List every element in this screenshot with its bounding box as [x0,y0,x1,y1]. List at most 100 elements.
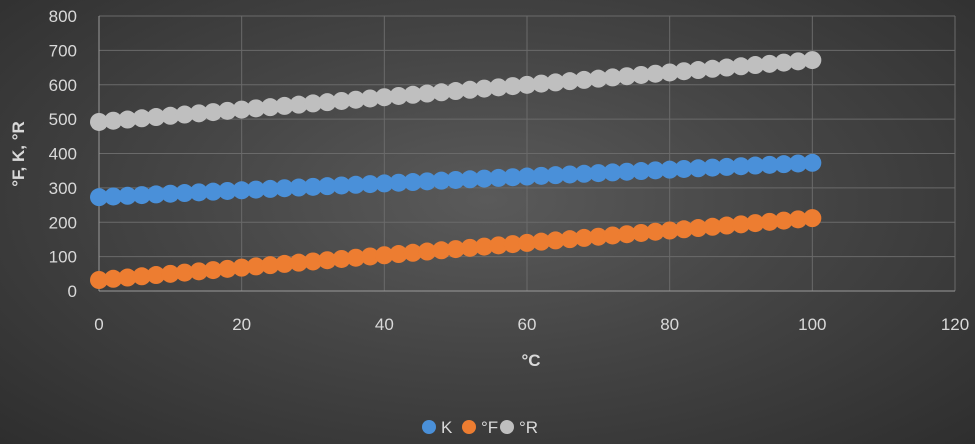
data-point [703,158,722,177]
data-point [218,101,237,120]
legend-marker [462,420,476,434]
data-point [717,58,736,77]
data-point [189,183,208,202]
y-tick-label: 100 [49,248,77,267]
data-point [660,160,679,179]
y-tick-label: 200 [49,213,77,232]
data-point [746,156,765,175]
data-point [446,170,465,189]
y-tick-label: 300 [49,179,77,198]
data-point [632,65,651,84]
data-point [689,219,708,238]
x-tick-label: 80 [660,315,679,334]
data-point [660,221,679,240]
data-point [703,217,722,236]
data-point [518,167,536,186]
y-axis-title: °F, K, °R [9,121,28,187]
data-point [646,222,665,241]
data-point [532,74,551,93]
data-point [375,246,394,265]
data-point [732,215,750,234]
series-°F [90,209,822,289]
data-point [161,184,180,203]
data-point [532,232,551,251]
data-point [346,175,365,194]
data-point [275,254,294,273]
data-point [118,110,137,129]
y-tick-label: 600 [49,76,77,95]
data-point [432,241,451,260]
x-tick-label: 60 [518,315,537,334]
data-point [660,63,679,82]
data-point [603,68,622,87]
data-point [418,84,437,103]
data-point [789,210,808,229]
data-point [218,181,237,200]
data-point [246,180,265,199]
data-point [575,70,594,89]
data-point [104,111,123,130]
data-point [489,236,508,255]
data-point [674,159,693,178]
data-point [760,54,779,73]
data-point [546,231,565,250]
data-point [90,271,108,289]
data-point [118,186,137,205]
data-point [189,262,208,281]
data-point [703,59,722,78]
data-point [132,109,151,128]
data-point [289,178,308,197]
data-point [518,233,536,252]
data-point [646,161,665,180]
y-tick-label: 400 [49,145,77,164]
data-point [560,72,579,91]
data-point [532,166,551,185]
data-point [389,173,408,192]
data-point [304,252,322,271]
data-point [774,53,793,72]
data-point [689,159,708,178]
data-point [204,182,223,201]
data-point [232,181,251,200]
y-tick-label: 500 [49,110,77,129]
data-point [789,52,808,71]
legend-label: °F [481,418,498,437]
legend-label: °R [519,418,538,437]
data-point [460,80,479,99]
data-point [803,209,822,228]
x-tick-label: 120 [941,315,969,334]
data-point [732,57,750,76]
data-point [275,179,294,198]
data-point [803,153,822,172]
data-point [189,104,208,123]
data-point [475,237,494,256]
data-point [346,90,365,109]
data-point [389,245,408,264]
data-point [218,259,237,278]
data-point [460,238,479,257]
data-point [446,240,465,259]
data-point [403,173,422,192]
data-point [446,82,465,101]
data-point [732,157,750,176]
data-point [475,169,494,188]
data-point [617,162,636,181]
data-point [332,91,351,110]
data-point [503,77,522,96]
legend-marker [500,420,514,434]
data-point [432,171,451,190]
data-point [489,78,508,97]
data-point [760,155,779,174]
data-point [589,164,608,183]
data-point [204,103,223,122]
data-point [418,172,437,191]
data-point [375,174,394,193]
x-tick-label: 0 [94,315,103,334]
x-axis-title: °C [521,351,540,370]
data-point [332,249,351,268]
data-point [261,98,280,117]
data-point [575,228,594,247]
series-layer [90,51,822,289]
data-point [261,256,280,275]
data-point [90,112,108,131]
